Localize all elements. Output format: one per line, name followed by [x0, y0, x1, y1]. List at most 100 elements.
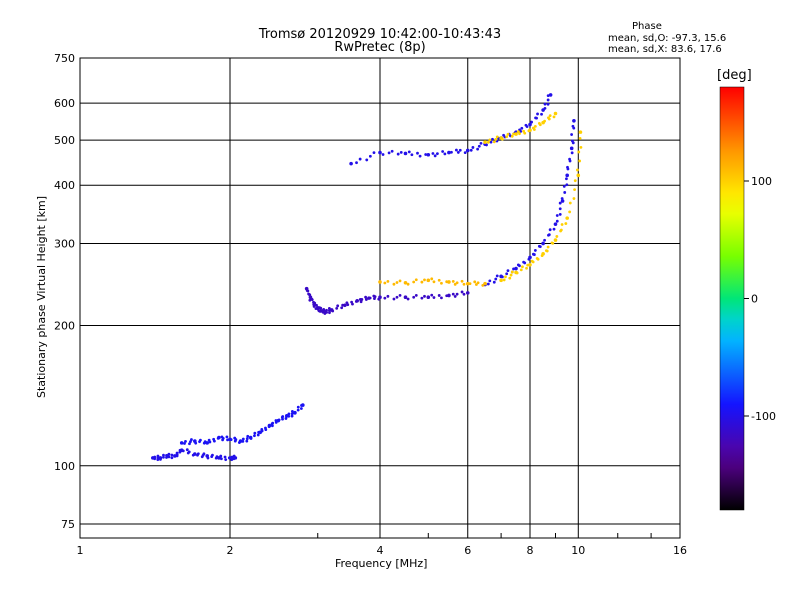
data-point — [563, 191, 567, 194]
data-point — [471, 146, 475, 149]
data-point — [499, 278, 503, 283]
x-tick-label: 4 — [377, 544, 384, 557]
x-axis-label: Frequency [MHz] — [335, 557, 428, 570]
data-point — [578, 159, 582, 163]
data-point — [518, 264, 521, 268]
data-point — [403, 295, 408, 300]
data-point — [460, 279, 464, 283]
data-point — [528, 122, 532, 127]
data-point — [398, 294, 402, 297]
phase-stats-o: mean, sd,O: -97.3, 15.6 — [608, 33, 727, 44]
y-axis-label: Stationary phase Virtual Height [km] — [35, 195, 48, 398]
data-point — [525, 266, 528, 270]
data-point — [403, 151, 408, 156]
data-point — [441, 150, 445, 153]
data-point — [519, 268, 523, 272]
data-point — [455, 292, 459, 296]
x-tick-label: 2 — [227, 544, 234, 557]
data-point — [194, 441, 198, 445]
data-point — [175, 451, 179, 455]
data-point — [521, 265, 524, 269]
y-tick-label: 100 — [54, 460, 75, 473]
data-point — [234, 438, 238, 441]
data-point — [331, 309, 335, 313]
data-point — [518, 132, 521, 136]
data-point — [551, 241, 555, 245]
data-point — [447, 293, 451, 298]
data-point — [277, 418, 281, 422]
data-point — [179, 441, 184, 445]
data-point — [364, 298, 368, 301]
data-point — [510, 134, 514, 138]
data-point — [290, 410, 294, 413]
data-point — [483, 140, 487, 144]
data-point — [530, 120, 533, 124]
data-point — [432, 280, 436, 284]
data-point — [423, 294, 426, 298]
data-point — [359, 300, 363, 304]
data-point — [383, 296, 387, 300]
data-point — [336, 304, 340, 308]
data-point — [355, 298, 359, 303]
data-point — [465, 281, 470, 286]
data-point — [378, 295, 382, 300]
data-point — [219, 454, 223, 458]
data-point — [230, 456, 233, 460]
data-point — [412, 295, 416, 299]
data-point — [495, 135, 499, 139]
data-point — [418, 154, 422, 158]
data-point — [264, 428, 268, 432]
data-point — [489, 140, 493, 144]
data-point — [430, 277, 434, 281]
data-point — [555, 214, 559, 217]
data-point — [555, 235, 559, 238]
y-tick-label: 500 — [54, 134, 75, 147]
data-point — [225, 435, 229, 439]
data-point — [578, 137, 582, 140]
data-point — [378, 150, 382, 155]
data-point — [395, 281, 399, 284]
data-point — [500, 275, 504, 279]
data-point — [386, 294, 390, 298]
data-point — [572, 197, 576, 200]
data-point — [547, 233, 551, 237]
data-point — [436, 152, 439, 156]
data-point — [307, 292, 310, 296]
data-point — [533, 125, 537, 128]
data-point — [473, 280, 477, 284]
data-point — [395, 295, 399, 299]
data-point — [426, 295, 431, 300]
data-point — [488, 138, 492, 142]
colorbar-unit-label: [deg] — [717, 68, 752, 83]
data-point — [159, 457, 162, 461]
data-point — [199, 438, 202, 442]
data-point — [325, 308, 328, 312]
data-point — [423, 278, 426, 282]
data-point — [538, 245, 542, 249]
data-point — [420, 280, 424, 284]
data-point — [211, 453, 214, 457]
data-point — [373, 295, 377, 299]
data-point — [522, 129, 526, 133]
y-tick-label: 75 — [61, 518, 75, 531]
data-point — [193, 452, 197, 456]
data-point — [420, 296, 424, 300]
data-point — [284, 417, 288, 420]
data-point — [514, 132, 518, 136]
data-point — [217, 435, 221, 440]
data-point — [430, 293, 434, 297]
data-point — [414, 294, 418, 297]
data-point — [565, 183, 569, 187]
data-point — [387, 151, 391, 155]
data-point — [528, 255, 532, 260]
data-point — [167, 455, 171, 459]
data-point — [578, 130, 583, 134]
data-point — [476, 147, 480, 151]
data-point — [528, 128, 532, 132]
data-point — [208, 440, 212, 444]
data-point — [564, 222, 568, 225]
data-point — [368, 296, 372, 300]
data-point — [455, 281, 459, 285]
data-point — [569, 146, 574, 151]
